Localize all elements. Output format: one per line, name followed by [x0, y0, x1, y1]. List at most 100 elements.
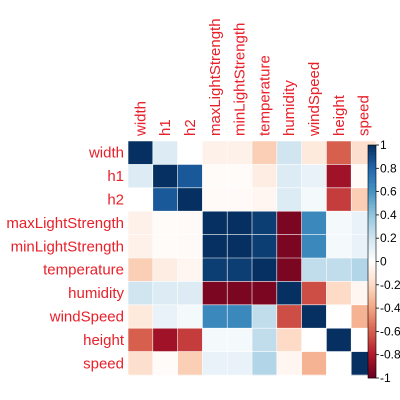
heatmap-cell: [252, 328, 278, 352]
heatmap-cell: [326, 258, 352, 282]
colorbar-segment: [368, 284, 376, 288]
heatmap-cell: [177, 304, 203, 329]
column-label: h1: [157, 119, 174, 136]
heatmap-cell: [276, 211, 302, 235]
heatmap-cell: [326, 187, 352, 212]
heatmap-cell: [276, 141, 302, 165]
colorbar-segment: [368, 238, 376, 241]
colorbar-tick-label: -0.6: [380, 324, 400, 338]
colorbar-segment: [368, 310, 376, 314]
colorbar-segment: [368, 165, 376, 169]
colorbar-segment: [368, 145, 376, 148]
heatmap-cell: [128, 141, 154, 165]
heatmap-cell: [152, 211, 178, 235]
heatmap-cell: [301, 328, 327, 352]
colorbar-tick-label: 0: [380, 255, 387, 269]
heatmap-cell: [128, 304, 154, 329]
column-label: width: [132, 101, 149, 137]
heatmap-cell: [227, 351, 253, 376]
colorbar-tick-label: 0.6: [380, 185, 397, 199]
heatmap-cell: [128, 328, 154, 352]
heatmap-cell: [326, 211, 352, 235]
column-label: maxLightStrength: [207, 18, 224, 136]
heatmap-cell: [326, 281, 352, 306]
row-label: speed: [83, 355, 124, 372]
colorbar-tick-label: -0.4: [380, 301, 400, 315]
heatmap-cell: [152, 304, 178, 329]
colorbar-tick-label: 1: [380, 138, 387, 152]
colorbar-segment: [368, 343, 376, 346]
heatmap-cell: [276, 304, 302, 329]
heatmap-cell: [227, 187, 253, 212]
colorbar-segment: [368, 249, 376, 253]
heatmap-cell: [326, 141, 352, 165]
colorbar-segment: [368, 242, 376, 246]
heatmap-gridlines: [127, 140, 377, 376]
heatmap-cell: [177, 211, 203, 235]
colorbar-segment: [368, 359, 376, 362]
colorbar-segment: [368, 366, 376, 369]
heatmap-cell: [152, 328, 178, 352]
heatmap-cell: [326, 328, 352, 352]
colorbar-segment: [368, 189, 376, 192]
colorbar-segment: [368, 298, 376, 302]
heatmap-cell: [202, 258, 228, 282]
colorbar-segment: [368, 291, 376, 295]
heatmap-cell: [128, 187, 154, 212]
row-label: height: [83, 332, 125, 349]
row-label: temperature: [43, 262, 124, 279]
heatmap-cell: [128, 211, 154, 235]
colorbar-segment: [368, 289, 376, 293]
heatmap-cell: [301, 258, 327, 282]
heatmap-cell: [301, 211, 327, 235]
heatmap-cell: [202, 234, 228, 259]
heatmap-cell: [252, 234, 278, 259]
heatmap-cell: [152, 351, 178, 376]
colorbar: 1 0.8 0.6 0.4 0.2 0 -0.2 -0.4 -0.6 -0.8 -1: [367, 138, 400, 385]
colorbar-segment: [368, 357, 376, 360]
heatmap-cell: [326, 351, 352, 376]
heatmap-cell: [301, 351, 327, 376]
colorbar-segment: [368, 179, 376, 183]
heatmap-cell: [202, 211, 228, 235]
colorbar-segment: [368, 270, 376, 274]
colorbar-segment: [368, 294, 376, 297]
colorbar-segment: [368, 259, 376, 262]
colorbar-segment: [368, 240, 376, 244]
colorbar-segment: [368, 338, 376, 342]
heatmap-cell: [152, 187, 178, 212]
colorbar-segment: [368, 161, 376, 164]
colorbar-segment: [368, 205, 376, 209]
colorbar-segment: [368, 371, 376, 374]
heatmap-cell: [177, 258, 203, 282]
colorbar-segment: [368, 315, 376, 318]
colorbar-segment: [368, 275, 376, 279]
colorbar-segment: [368, 217, 376, 220]
heatmap-cell: [152, 234, 178, 259]
colorbar-segment: [368, 329, 376, 332]
colorbar-segment: [368, 333, 376, 337]
colorbar-segment: [368, 252, 376, 255]
colorbar-segment: [368, 235, 376, 239]
colorbar-segment: [368, 245, 376, 248]
colorbar-segment: [368, 280, 376, 283]
heatmap-cell: [301, 187, 327, 212]
colorbar-segment: [368, 350, 376, 353]
colorbar-segment: [368, 221, 376, 225]
colorbar-segment: [368, 228, 376, 232]
colorbar-segment: [368, 163, 376, 167]
colorbar-segment: [368, 317, 376, 321]
colorbar-segment: [368, 308, 376, 311]
heatmap-cell: [177, 351, 203, 376]
colorbar-segment: [368, 282, 376, 286]
colorbar-segment: [368, 352, 376, 355]
column-label: humidity: [281, 80, 298, 136]
colorbar-segment: [368, 226, 376, 230]
colorbar-segment: [368, 151, 376, 155]
colorbar-segment: [368, 233, 376, 237]
row-label: width: [88, 145, 124, 162]
heatmap-cell: [301, 304, 327, 329]
heatmap-cell: [276, 258, 302, 282]
heatmap-cell: [202, 141, 228, 165]
